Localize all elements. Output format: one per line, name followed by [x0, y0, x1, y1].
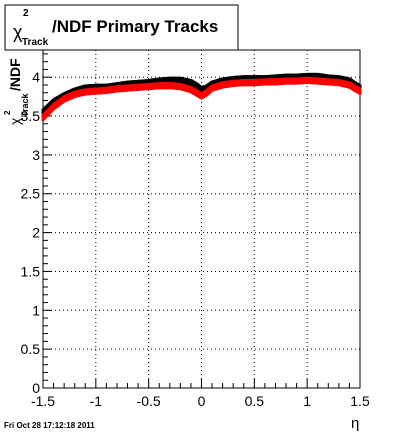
y-tick-label: 2.5: [21, 186, 41, 202]
x-tick-label: 0.5: [245, 393, 265, 409]
x-tick-label: 1: [303, 393, 311, 409]
chart-title: χ 2 Track /NDF Primary Tracks: [13, 8, 218, 48]
x-tick-labels: -1.5 -1 -0.5 0 0.5 1 1.5: [31, 393, 370, 409]
x-tick-label: -0.5: [137, 393, 161, 409]
x-tick-label: 0: [198, 393, 206, 409]
y-tick-labels: 0 0.5 1 1.5 2 2.5 3 3.5 4: [21, 69, 41, 396]
series-1: [41, 72, 362, 116]
y-tick-label: 3.5: [21, 108, 41, 124]
axis-ticks: [42, 53, 361, 389]
x-tick-label: -1.5: [31, 393, 55, 409]
y-tick-label: 0: [32, 380, 40, 396]
title-subscript: Track: [22, 37, 49, 48]
title-box: [4, 4, 239, 51]
series-2: [41, 76, 362, 122]
timestamp: Fri Oct 28 17:12:18 2011: [4, 421, 95, 430]
y-tick-label: 1: [32, 302, 40, 318]
x-tick-label: -1: [90, 393, 103, 409]
y-tick-label: 2: [32, 225, 40, 241]
title-chi-symbol: χ: [13, 22, 23, 42]
data-point: [358, 87, 362, 95]
data-series: [41, 72, 362, 122]
title-text: /NDF Primary Tracks: [52, 17, 218, 36]
y-tick-label: 0.5: [21, 341, 41, 357]
x-axis-title: η: [351, 415, 359, 432]
y-tick-label: 3: [32, 147, 40, 163]
ylabel-chi-symbol: χ: [7, 117, 23, 125]
title-superscript: 2: [23, 8, 29, 19]
y-axis-title: χ 2 Track /NDF: [3, 58, 30, 125]
ylabel-subscript: Track: [20, 92, 30, 117]
ylabel-text: /NDF: [7, 58, 23, 91]
y-tick-label: 1.5: [21, 263, 41, 279]
x-tick-label: 1.5: [350, 393, 370, 409]
ylabel-superscript: 2: [3, 110, 12, 115]
y-tick-label: 4: [32, 69, 40, 85]
